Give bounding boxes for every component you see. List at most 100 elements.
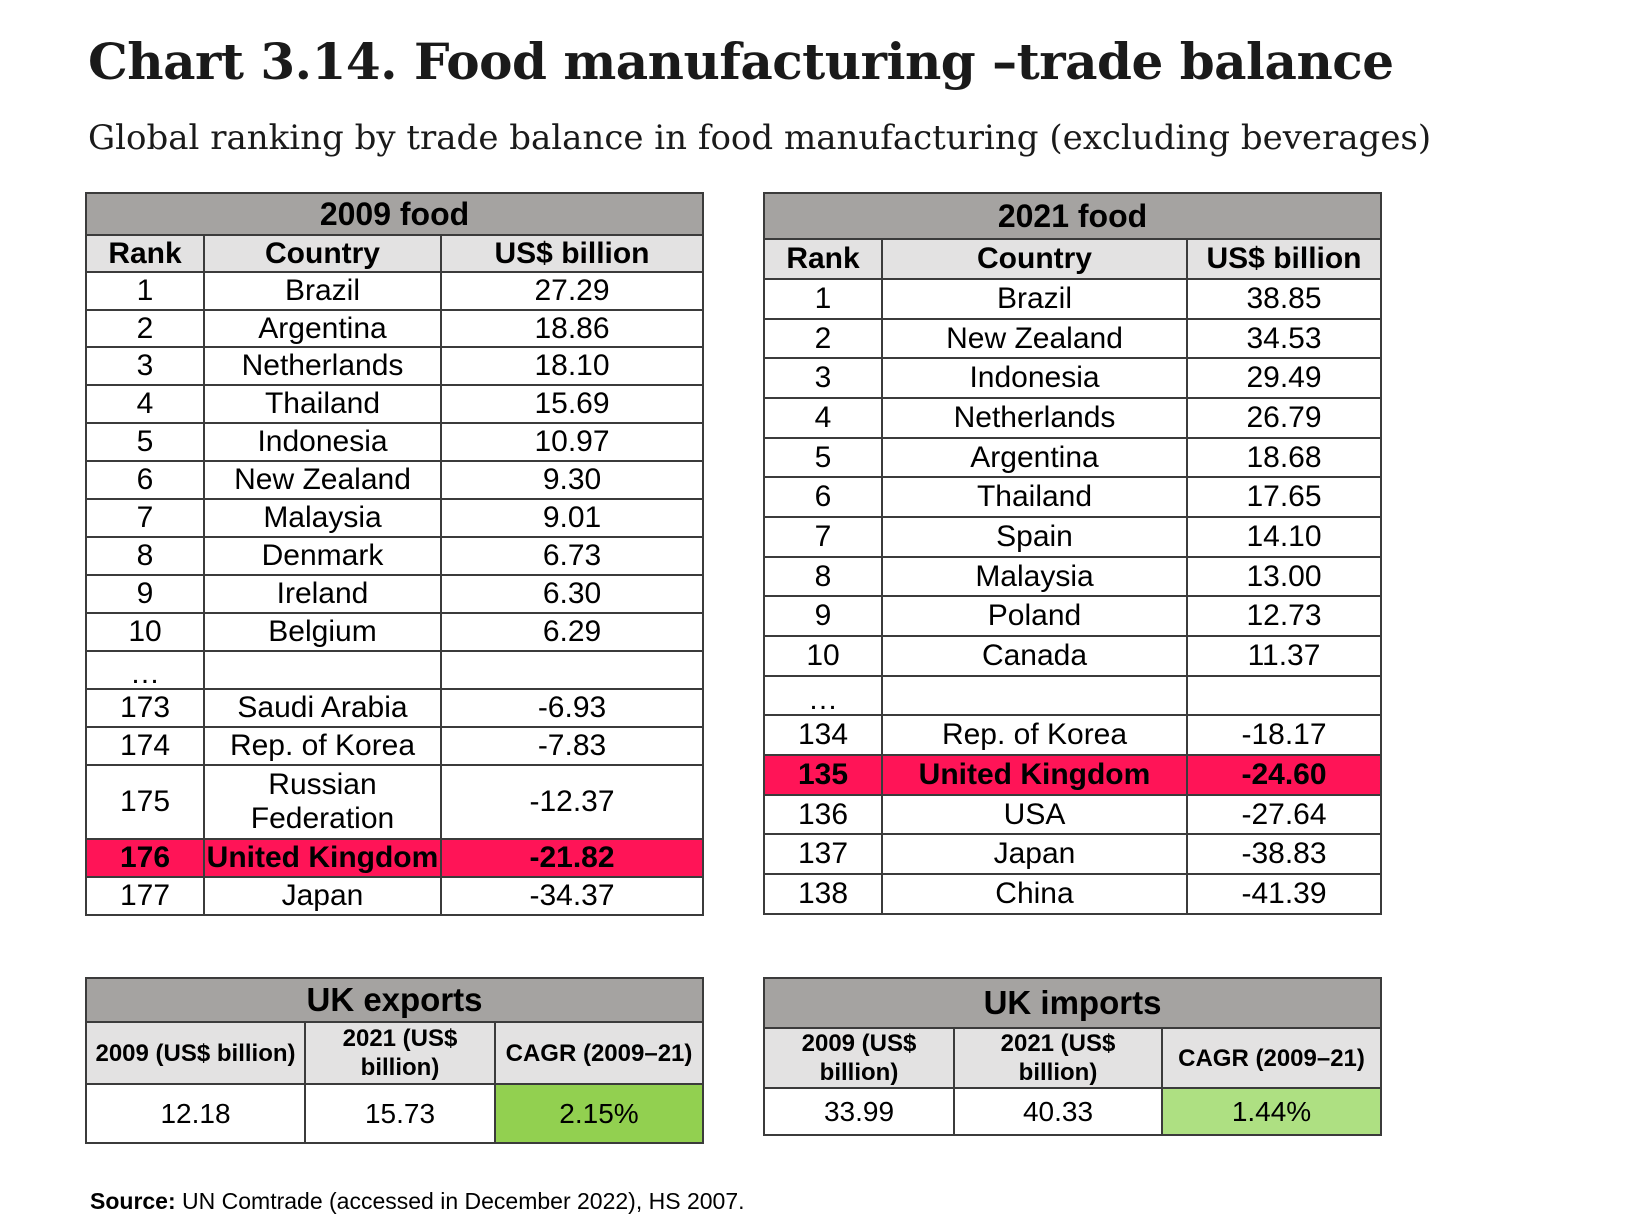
rank-cell: 10: [763, 635, 883, 677]
source-text: UN Comtrade (accessed in December 2022),…: [175, 1188, 745, 1214]
value-cell: 17.65: [1185, 476, 1383, 518]
table-row: 4 Thailand 15.69: [85, 384, 705, 424]
rank-cell: 10: [85, 612, 205, 652]
table-row: 8 Denmark 6.73: [85, 536, 705, 576]
value-cell: 6.30: [439, 574, 705, 614]
value-cell: -27.64: [1185, 794, 1383, 835]
country-cell: Ireland: [203, 574, 442, 614]
rank-cell: 173: [85, 688, 205, 728]
rank-cell: 7: [763, 516, 883, 558]
value-cell: -34.37: [439, 876, 705, 916]
country-cell: Brazil: [881, 278, 1188, 320]
table-row: 1 Brazil 38.85: [763, 278, 1383, 320]
value-cell: -12.37: [439, 764, 705, 840]
country-cell: New Zealand: [881, 318, 1188, 359]
value-cell: 6.73: [439, 536, 705, 576]
country-cell: Malaysia: [881, 556, 1188, 597]
uk-exports-cagr-value: 2.15%: [493, 1083, 705, 1144]
country-cell: Russian Federation: [203, 764, 442, 840]
rank-cell: 1: [763, 278, 883, 320]
country-cell: Netherlands: [881, 397, 1188, 439]
country-cell: Canada: [881, 635, 1188, 677]
country-cell: New Zealand: [203, 460, 442, 500]
value-cell: 13.00: [1185, 556, 1383, 597]
column-header-rank: Rank: [763, 238, 883, 280]
country-cell: Spain: [881, 516, 1188, 558]
chart-title: Chart 3.14. Food manufacturing –trade ba…: [88, 32, 1394, 91]
country-cell: USA: [881, 794, 1188, 835]
table-row: 9 Poland 12.73: [763, 595, 1383, 637]
source-note: Source: UN Comtrade (accessed in Decembe…: [90, 1188, 745, 1215]
value-cell: -41.39: [1185, 873, 1383, 915]
country-cell: Rep. of Korea: [203, 726, 442, 766]
uk-exports-2021-value: 15.73: [304, 1083, 496, 1144]
table-row: 5 Indonesia 10.97: [85, 422, 705, 462]
table-row: 10 Canada 11.37: [763, 635, 1383, 677]
table-heading: 2009 food: [84, 192, 705, 236]
country-cell: Poland: [881, 595, 1188, 637]
rank-cell: 4: [85, 384, 205, 424]
value-cell: 6.29: [439, 612, 705, 652]
country-cell: Brazil: [203, 271, 442, 311]
table-row: 8 Malaysia 13.00: [763, 556, 1383, 597]
source-label: Source:: [90, 1188, 176, 1214]
table-row: 136 USA -27.64: [763, 794, 1383, 835]
rank-cell: 5: [763, 437, 883, 478]
rank-cell: 177: [85, 876, 205, 916]
table-row-uk-highlight: 135 United Kingdom -24.60: [763, 754, 1383, 796]
value-cell: 26.79: [1185, 397, 1383, 439]
table-row: 137 Japan -38.83: [763, 833, 1383, 875]
value-cell: -24.60: [1185, 754, 1383, 796]
value-cell: 18.86: [439, 309, 705, 348]
table-row: 134 Rep. of Korea -18.17: [763, 714, 1383, 756]
rank-cell: 3: [85, 346, 205, 386]
table-row: 175 Russian Federation -12.37: [85, 764, 705, 840]
rank-cell: 176: [85, 838, 205, 878]
country-cell: Thailand: [881, 476, 1188, 518]
rank-cell: 1: [85, 271, 205, 311]
rank-cell: 6: [763, 476, 883, 518]
ranking-table-2009: 2009 food Rank Country US$ billion 1 Braz…: [84, 192, 705, 916]
country-cell: Indonesia: [203, 422, 442, 462]
uk-exports-heading: UK exports: [84, 977, 705, 1023]
country-cell: China: [881, 873, 1188, 915]
value-cell: 12.73: [1185, 595, 1383, 637]
column-header-country: Country: [881, 238, 1188, 280]
rank-cell: 7: [85, 498, 205, 538]
uk-imports-2009-value: 33.99: [763, 1087, 955, 1136]
table-row: 174 Rep. of Korea -7.83: [85, 726, 705, 766]
rank-cell: 9: [85, 574, 205, 614]
uk-imports-heading: UK imports: [762, 977, 1383, 1029]
rank-cell: 2: [85, 309, 205, 348]
rank-cell: 174: [85, 726, 205, 766]
uk-imports-table: UK imports 2009 (US$ billion) 2021 (US$ …: [762, 977, 1383, 1136]
country-cell: Argentina: [203, 309, 442, 348]
table-row: 3 Netherlands 18.10: [85, 346, 705, 386]
value-cell: [1185, 675, 1383, 716]
table-row: 7 Spain 14.10: [763, 516, 1383, 558]
table-row-ellipsis: …: [763, 675, 1383, 716]
table-row: 10 Belgium 6.29: [85, 612, 705, 652]
country-cell: Argentina: [881, 437, 1188, 478]
rank-cell: 137: [763, 833, 883, 875]
table-row: 138 China -41.39: [763, 873, 1383, 915]
value-cell: 14.10: [1185, 516, 1383, 558]
table-row-uk-highlight: 176 United Kingdom -21.82: [85, 838, 705, 878]
country-cell: Rep. of Korea: [881, 714, 1188, 756]
ranking-table-2021: 2021 food Rank Country US$ billion 1 Braz…: [762, 192, 1383, 915]
column-header-2009: 2009 (US$ billion): [763, 1027, 955, 1089]
rank-cell: 136: [763, 794, 883, 835]
table-heading: 2021 food: [762, 192, 1383, 240]
table-row: 9 Ireland 6.30: [85, 574, 705, 614]
country-cell: Indonesia: [881, 357, 1188, 399]
table-row-ellipsis: …: [85, 650, 705, 690]
value-cell: -38.83: [1185, 833, 1383, 875]
column-header-cagr: CAGR (2009–21): [1160, 1027, 1383, 1089]
value-cell: 29.49: [1185, 357, 1383, 399]
country-cell: Netherlands: [203, 346, 442, 386]
table-row: 6 New Zealand 9.30: [85, 460, 705, 500]
country-cell: [881, 675, 1188, 716]
table-row: 2 Argentina 18.86: [85, 309, 705, 348]
column-header-rank: Rank: [85, 234, 205, 273]
column-header-cagr: CAGR (2009–21): [493, 1021, 705, 1085]
